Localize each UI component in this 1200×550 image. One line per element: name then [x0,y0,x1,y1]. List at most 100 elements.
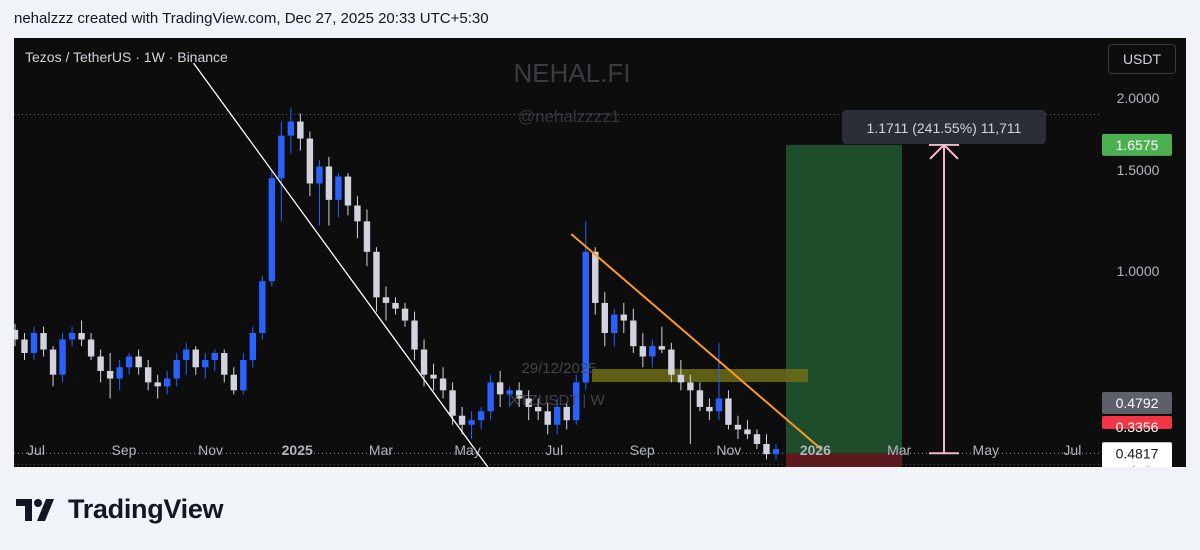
candle-body[interactable] [259,281,266,334]
candle-body[interactable] [173,360,180,379]
candle-body[interactable] [411,320,418,350]
candle-body[interactable] [164,378,171,387]
candle-body[interactable] [249,333,257,361]
candle-body[interactable] [744,429,751,435]
candle-body[interactable] [639,346,647,357]
candle-body[interactable] [59,339,66,375]
candle-body[interactable] [144,367,152,383]
candle-body[interactable] [335,176,342,200]
candle-body[interactable] [611,314,618,334]
candle-body[interactable] [268,178,276,282]
candle-body[interactable] [354,205,361,222]
candle-body[interactable] [715,398,723,412]
support-zone[interactable] [592,369,808,382]
candle-body[interactable] [430,374,437,379]
stop-loss-tag[interactable]: 0.3356 [1102,416,1172,435]
candle-body[interactable] [30,333,38,353]
candle-body[interactable] [630,320,637,347]
candle-body[interactable] [506,390,513,395]
candle-body[interactable] [278,135,285,179]
candle-body[interactable] [192,349,199,368]
candle-body[interactable] [202,360,209,368]
candle-body[interactable] [68,333,76,340]
candle-body[interactable] [306,138,314,184]
candle-body[interactable] [230,374,237,391]
candle-body[interactable] [392,302,399,309]
symbol-title[interactable]: Tezos / TetherUS · 1W · Binance [25,49,228,65]
candle-body[interactable] [87,339,95,357]
candle-body[interactable] [515,390,523,399]
trendline-white[interactable] [193,62,512,467]
candle-body[interactable] [316,166,323,184]
candle-body[interactable] [344,176,352,206]
stop-price-tag[interactable]: 0.4792 [1102,392,1172,414]
candle-body[interactable] [677,374,685,383]
measure-arrow[interactable] [929,143,959,455]
measure-label[interactable]: 1.1711 (241.55%) 11,711 [842,110,1046,144]
candle-body[interactable] [592,251,599,303]
y-tick-label: 2.0000 [1117,90,1160,106]
candle-body[interactable] [772,449,780,455]
candle-body[interactable] [449,390,456,416]
candle-body[interactable] [620,314,627,321]
footer-logo[interactable]: TradingView [16,494,224,525]
candle-body[interactable] [116,367,123,379]
candle-body[interactable] [468,420,475,425]
trendline-orange[interactable] [570,233,822,450]
candle-body[interactable] [525,398,532,407]
candle-body[interactable] [97,356,104,371]
tradingview-logo-icon [16,498,54,521]
candle-body[interactable] [49,349,57,375]
currency-button[interactable]: USDT [1108,44,1176,74]
last-price-tag[interactable]: 0.4817 1d 9h [1102,442,1172,467]
candle-body[interactable] [649,346,656,357]
chart-panel[interactable]: NEHAL.FI @nehalzzzz1 1.1711 (241.55%) 11,7… [14,38,1186,467]
tradingview-logo-text: TradingView [68,494,224,524]
candle-body[interactable] [373,251,380,298]
candle-body[interactable] [658,346,666,350]
candle-body[interactable] [221,352,228,375]
candle-body[interactable] [401,308,409,321]
candle-body[interactable] [573,382,580,421]
candle-body[interactable] [477,411,485,421]
candle-body[interactable] [325,166,333,200]
candle-body[interactable] [554,406,561,425]
candle-body[interactable] [734,424,742,430]
candle-body[interactable] [544,411,551,425]
candle-body[interactable] [363,221,371,252]
candle-body[interactable] [687,382,694,391]
candle-body[interactable] [78,333,85,340]
candle-body[interactable] [725,398,732,425]
candle-body[interactable] [668,349,675,375]
candle-body[interactable] [240,360,247,391]
candle-body[interactable] [706,406,713,412]
candle-body[interactable] [496,382,504,395]
candle-body[interactable] [135,356,142,368]
candle-body[interactable] [582,251,589,383]
candle-body[interactable] [563,406,570,421]
candle-body[interactable] [382,297,390,303]
candle-body[interactable] [763,444,770,455]
candle-body[interactable] [601,302,608,334]
candle-body[interactable] [21,339,28,353]
candle-body[interactable] [753,434,761,444]
candle-body[interactable] [420,349,428,375]
candle-body[interactable] [154,382,161,387]
target-zone[interactable] [786,144,902,454]
candle-body[interactable] [183,349,190,361]
stop-zone[interactable] [786,453,902,467]
candle-body[interactable] [487,382,494,412]
candle-body[interactable] [696,390,704,407]
candle-body[interactable] [14,329,19,340]
candle-body[interactable] [534,406,542,412]
candle-body[interactable] [40,333,47,350]
candle-body[interactable] [287,121,295,136]
candle-body[interactable] [125,356,133,368]
candle-body[interactable] [106,370,114,379]
candle-body[interactable] [297,121,304,139]
candle-body[interactable] [211,352,218,361]
candle-body[interactable] [458,415,466,425]
target-price-tag[interactable]: 1.6575 [1102,133,1172,156]
candlestick-chart[interactable]: NEHAL.FI @nehalzzzz1 1.1711 (241.55%) 11,7… [14,38,1186,467]
candle-body[interactable] [439,378,447,391]
